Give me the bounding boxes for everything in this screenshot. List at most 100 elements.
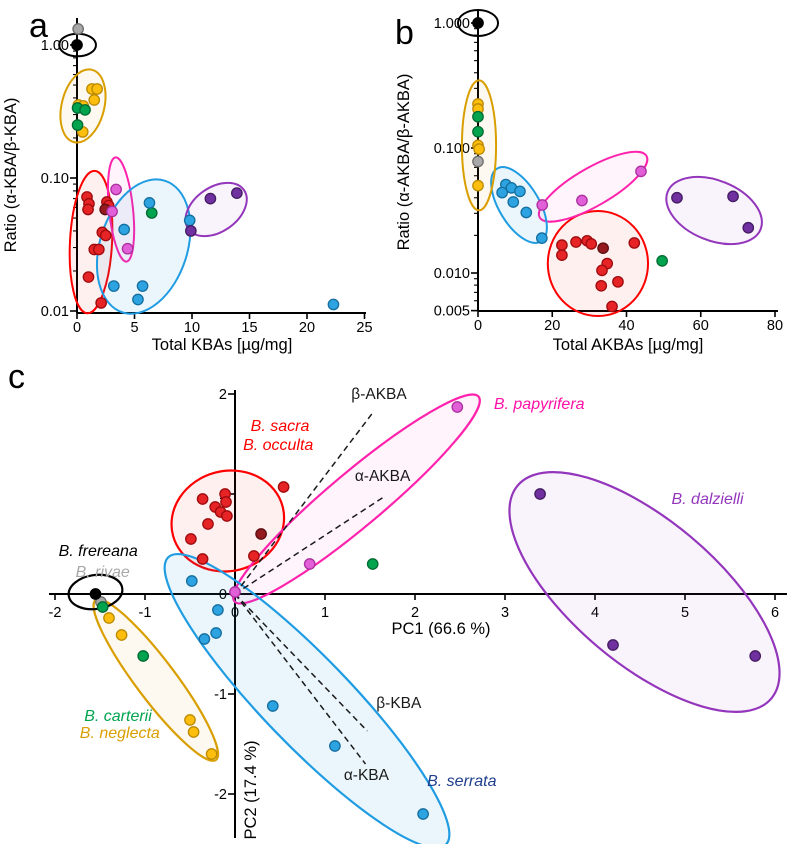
dalzielli-ellipse [665, 175, 763, 246]
point-serrata [327, 298, 340, 311]
species-label-b-carterii: B. carterii [84, 708, 152, 725]
species-label-b-rivae: B. rivae [76, 564, 130, 581]
point-papyrifera [536, 199, 549, 211]
point-sacra [595, 279, 608, 292]
dalzielli-ellipse [508, 471, 781, 713]
point-sacra [570, 236, 582, 248]
point-serrata [417, 808, 429, 820]
point-serrata [520, 206, 533, 219]
x-axis-title-a: Total KBAs [µg/mg] [152, 336, 293, 354]
x-tick-label: -1 [139, 605, 152, 621]
point-serrata [118, 223, 131, 236]
point-carterii [71, 119, 84, 131]
species-label-b-papyrifera: B. papyrifera [494, 396, 585, 413]
point-sacra [628, 237, 641, 249]
y-axis-title-b: Ratio (α-AKBA/β-AKBA) [395, 74, 413, 251]
x-axis-title-c: PC1 (66.6 %) [391, 620, 490, 638]
point-frereana [89, 588, 102, 600]
point-sacra [556, 239, 568, 252]
point-carterii [79, 104, 91, 116]
panel-c: -2-10123456-2-1012PC1 (66.6 %)PC2 (17.4 … [49, 386, 787, 844]
point-rivae [472, 155, 484, 168]
point-occulta [255, 528, 267, 540]
y-tick-label: 0.010 [434, 266, 470, 282]
point-dalzielli [749, 650, 762, 662]
point-neglecta [473, 143, 485, 155]
point-sacra [99, 229, 112, 242]
y-axis-title-a: Ratio (α-KBA/β-KBA) [2, 98, 20, 253]
x-tick-label: 6 [771, 605, 779, 621]
point-neglecta [115, 629, 128, 641]
point-serrata [329, 740, 341, 752]
point-dalzielli [671, 191, 683, 204]
y-tick-label: 0.10 [41, 171, 69, 187]
point-occulta [597, 242, 609, 255]
x-tick-label: 20 [544, 318, 560, 334]
x-tick-label: 60 [693, 318, 709, 334]
point-serrata [198, 633, 211, 645]
point-papyrifera [635, 165, 647, 178]
species-label-b-occulta: B. occulta [243, 437, 313, 454]
point-dalzielli [742, 221, 755, 234]
point-sacra [248, 550, 260, 562]
point-serrata [514, 185, 526, 198]
x-tick-label: 5 [130, 320, 138, 336]
point-carterii [137, 650, 150, 662]
frereana-ellipse [456, 9, 500, 37]
y-tick-label: 0.005 [434, 304, 470, 320]
point-serrata [132, 293, 144, 306]
point-carterii [472, 110, 484, 123]
point-papyrifera [303, 558, 316, 570]
x-tick-label: 25 [356, 320, 372, 336]
loading-line-kba [234, 593, 367, 765]
point-neglecta [472, 179, 484, 192]
x-tick-label: 20 [299, 320, 315, 336]
y-axis-title-c: PC2 (17.4 %) [242, 740, 260, 839]
y-tick-label: -2 [214, 787, 227, 803]
panel-c-letter: c [8, 358, 25, 396]
point-sacra [82, 203, 94, 216]
point-dalzielli [231, 187, 243, 199]
point-neglecta [91, 83, 103, 95]
point-sacra [612, 275, 624, 288]
papyrifera-ellipse [232, 393, 481, 605]
point-sacra [221, 510, 233, 522]
x-tick-label: 10 [184, 320, 200, 336]
point-sacra [95, 297, 108, 309]
point-sacra [185, 533, 197, 545]
point-dalzielli [185, 225, 197, 237]
x-tick-label: -2 [49, 605, 62, 621]
x-tick-label: 0 [73, 320, 81, 336]
y-tick-label: 1.000 [434, 16, 470, 32]
sacra-occulta-ellipse [546, 210, 650, 318]
point-sacra [556, 249, 568, 261]
point-papyrifera [106, 205, 118, 218]
y-tick-label: 0 [219, 587, 227, 603]
x-tick-label: 2 [411, 605, 419, 621]
loading-label-akba: β-AKBA [351, 386, 407, 403]
species-label-b-serrata: B. serrata [427, 773, 496, 790]
point-sacra [606, 300, 618, 313]
point-serrata [266, 700, 279, 712]
x-axis-title-b: Total AKBAs [µg/mg] [553, 336, 704, 354]
point-sacra [196, 553, 209, 565]
point-sacra [202, 518, 214, 530]
point-papyrifera [229, 586, 241, 598]
point-papyrifera [121, 242, 134, 255]
loading-line-akba [234, 413, 373, 595]
loading-label-kba: β-KBA [376, 695, 422, 712]
point-carterii [96, 601, 109, 613]
point-neglecta [103, 612, 115, 624]
serrata-ellipse [163, 552, 451, 844]
point-neglecta [184, 714, 196, 726]
x-tick-label: 3 [501, 605, 509, 621]
panel-a-letter: a [29, 7, 48, 45]
loading-label-kba: α-KBA [344, 767, 390, 784]
point-serrata [210, 627, 222, 639]
point-neglecta [187, 726, 200, 738]
point-carterii [366, 558, 379, 570]
point-papyrifera [110, 183, 122, 196]
point-carterii [656, 255, 668, 267]
